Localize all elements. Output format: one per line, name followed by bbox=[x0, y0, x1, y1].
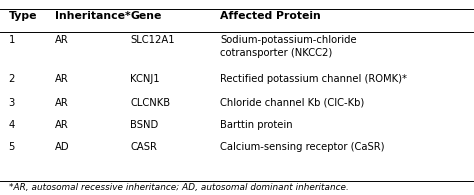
Text: Type: Type bbox=[9, 11, 37, 21]
Text: AR: AR bbox=[55, 120, 68, 130]
Text: AR: AR bbox=[55, 98, 68, 107]
Text: 4: 4 bbox=[9, 120, 15, 130]
Text: 1: 1 bbox=[9, 35, 15, 45]
Text: Barttin protein: Barttin protein bbox=[220, 120, 293, 130]
Text: Chloride channel Kb (ClC-Kb): Chloride channel Kb (ClC-Kb) bbox=[220, 98, 365, 107]
Text: AR: AR bbox=[55, 35, 68, 45]
Text: CLCNKB: CLCNKB bbox=[130, 98, 171, 107]
Text: CASR: CASR bbox=[130, 142, 157, 152]
Text: Sodium-potassium-chloride
cotransporter (NKCC2): Sodium-potassium-chloride cotransporter … bbox=[220, 35, 357, 58]
Text: 3: 3 bbox=[9, 98, 15, 107]
Text: 5: 5 bbox=[9, 142, 15, 152]
Text: AD: AD bbox=[55, 142, 69, 152]
Text: 2: 2 bbox=[9, 74, 15, 84]
Text: Inheritance*: Inheritance* bbox=[55, 11, 130, 21]
Text: Calcium-sensing receptor (CaSR): Calcium-sensing receptor (CaSR) bbox=[220, 142, 385, 152]
Text: *AR, autosomal recessive inheritance; AD, autosomal dominant inheritance.: *AR, autosomal recessive inheritance; AD… bbox=[9, 183, 348, 192]
Text: Gene: Gene bbox=[130, 11, 162, 21]
Text: SLC12A1: SLC12A1 bbox=[130, 35, 175, 45]
Text: KCNJ1: KCNJ1 bbox=[130, 74, 160, 84]
Text: BSND: BSND bbox=[130, 120, 159, 130]
Text: AR: AR bbox=[55, 74, 68, 84]
Text: Affected Protein: Affected Protein bbox=[220, 11, 321, 21]
Text: Rectified potassium channel (ROMK)*: Rectified potassium channel (ROMK)* bbox=[220, 74, 408, 84]
